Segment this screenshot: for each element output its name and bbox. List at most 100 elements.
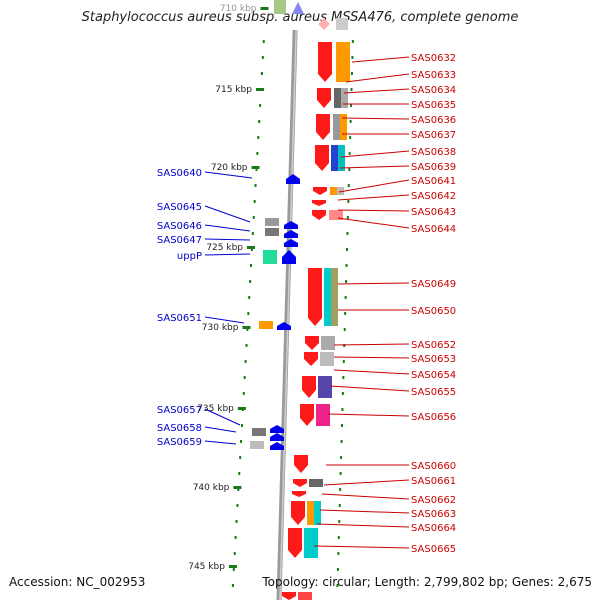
gene-label-right: SAS0637 [411,130,456,141]
gene-label-right: SAS0650 [411,306,456,317]
guide-dots-left [231,40,265,587]
gene-label-left: uppP [177,251,202,262]
guide-dot [235,520,238,523]
tick-label: 745 kbp [188,562,225,572]
guide-dot [344,312,347,315]
gene-product-bar [324,268,331,326]
gene-product-bar [250,441,264,449]
gene-product-bar [341,88,348,108]
gene-label-right: SAS0660 [411,461,456,472]
tick-mark [242,326,251,329]
guide-dot [247,312,250,315]
map-title: Staphylococcus aureus subsp. aureus MSSA… [81,10,519,25]
forward-gene-arrow [304,352,318,366]
label-connector [319,509,410,514]
guide-dot [347,184,350,187]
guide-dot [337,536,340,539]
guide-dot [351,56,354,59]
gene-product-bar [338,145,345,171]
gene-label-right: SAS0643 [411,207,456,218]
label-connector [204,224,251,232]
gene-product-bar [337,187,344,195]
gene-product-bar [307,501,314,525]
forward-gene-arrow [292,491,306,497]
label-connector [333,356,410,359]
guide-dot [233,552,236,555]
tick-label: 720 kbp [211,163,248,173]
reverse-gene-arrow [277,322,291,330]
guide-dot [236,504,239,507]
reverse-gene-arrow [270,433,284,441]
gene-label-right: SAS0644 [411,224,456,235]
guide-dot [337,552,340,555]
reverse-gene-arrow [286,174,300,184]
reverse-gene-arrow [284,221,298,229]
forward-gene-arrow [288,528,302,558]
gene-product-bar [333,114,340,140]
forward-gene-arrow [315,145,329,171]
gene-label-left: SAS0658 [157,423,202,434]
guide-dot [339,472,342,475]
guide-dot [260,72,263,75]
gene-label-right: SAS0665 [411,544,456,555]
guide-dot [239,456,242,459]
tick-mark [260,7,269,10]
label-connector [333,369,410,375]
guide-dot [338,504,341,507]
guide-dot [243,376,246,379]
tick-label: 735 kbp [197,404,234,414]
tick-label: 715 kbp [215,85,252,95]
forward-gene-arrow [312,200,326,206]
forward-gene-arrow [318,42,332,82]
forward-gene-arrow [305,336,319,350]
gene-product-bar [298,592,312,600]
gene-product-bar [263,250,277,264]
gene-label-right: SAS0639 [411,162,456,173]
guide-dot [254,184,257,187]
gene-label-left: SAS0647 [157,235,202,246]
guide-dot [343,344,346,347]
gene-label-right: SAS0656 [411,412,456,423]
gene-product-bar [265,228,279,236]
guide-dot [251,232,254,235]
gene-product-bar [321,336,335,350]
gene-product-bar [334,88,341,108]
forward-gene-arrow [316,114,330,140]
label-connector [323,479,410,486]
gene-product-bar [336,42,350,82]
genome-backbone-highlight [279,29,297,600]
gene-label-right: SAS0641 [411,176,456,187]
label-connector [337,217,410,229]
label-connector [351,56,410,63]
guide-dot [349,120,352,123]
label-connector [204,205,251,223]
gene-product-bar [309,479,323,487]
guide-dot [350,72,353,75]
label-connector [340,150,410,158]
guide-dot [340,456,343,459]
label-connector [204,171,253,179]
guide-dot [342,376,345,379]
guide-dot [350,104,353,107]
gene-label-right: SAS0634 [411,85,456,96]
reverse-gene-arrow [284,239,298,247]
label-connector [339,165,410,169]
gene-label-left: SAS0657 [157,405,202,416]
gene-label-right: SAS0633 [411,70,456,81]
guide-dot [344,296,347,299]
forward-gene-arrow [313,187,327,195]
forward-gene-arrow [293,479,307,487]
forward-gene-arrow [312,210,326,220]
guide-dot [253,200,256,203]
tick-mark [228,565,237,568]
gene-label-left: SAS0646 [157,221,202,232]
guide-dot [348,168,351,171]
tick-mark [247,246,256,249]
forward-gene-arrow [294,455,308,473]
label-connector [316,523,410,528]
label-connector [337,194,410,201]
gene-product-bar [265,218,279,226]
gene-label-left: SAS0651 [157,313,202,324]
guide-dot [245,344,248,347]
